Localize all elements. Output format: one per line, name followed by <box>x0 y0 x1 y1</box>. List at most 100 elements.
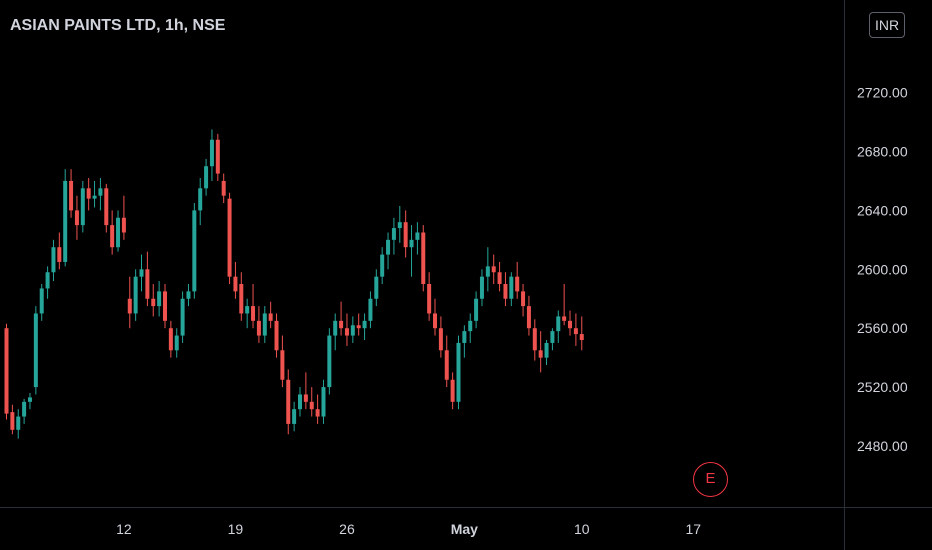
candle[interactable] <box>198 178 203 226</box>
candle[interactable] <box>298 387 302 417</box>
candle[interactable] <box>315 394 320 424</box>
candle[interactable] <box>69 169 74 218</box>
candle[interactable] <box>568 310 573 336</box>
candle[interactable] <box>139 254 144 292</box>
candle[interactable] <box>538 331 543 373</box>
candle[interactable] <box>521 284 526 317</box>
candle[interactable] <box>391 217 396 255</box>
candle[interactable] <box>39 284 44 321</box>
candle[interactable] <box>22 398 27 424</box>
candle[interactable] <box>27 392 32 410</box>
candle[interactable] <box>145 251 150 307</box>
candle[interactable] <box>274 313 279 358</box>
candle[interactable] <box>92 180 97 208</box>
candle[interactable] <box>110 210 115 255</box>
candle[interactable] <box>174 328 179 358</box>
candle[interactable] <box>321 379 326 424</box>
candle[interactable] <box>251 284 256 329</box>
currency-badge[interactable]: INR <box>869 12 905 38</box>
candle[interactable] <box>479 269 484 307</box>
candle[interactable] <box>444 335 449 388</box>
candle[interactable] <box>573 313 578 346</box>
candle[interactable] <box>550 328 555 351</box>
candle[interactable] <box>168 320 173 358</box>
candle[interactable] <box>421 225 426 292</box>
candle[interactable] <box>221 173 226 204</box>
candle[interactable] <box>180 291 185 343</box>
candle[interactable] <box>485 247 490 292</box>
candle[interactable] <box>544 339 549 366</box>
candle[interactable] <box>192 203 197 299</box>
candle[interactable] <box>374 269 379 307</box>
candle[interactable] <box>438 316 443 358</box>
candle[interactable] <box>562 284 567 326</box>
candle[interactable] <box>339 301 344 336</box>
candle[interactable] <box>256 306 261 343</box>
candle[interactable] <box>515 261 520 299</box>
candle[interactable] <box>280 335 285 388</box>
candle[interactable] <box>186 284 191 307</box>
candle[interactable] <box>268 301 273 329</box>
candle[interactable] <box>344 313 349 346</box>
candle[interactable] <box>433 298 438 336</box>
candle[interactable] <box>450 372 455 410</box>
candle[interactable] <box>245 298 250 329</box>
candle[interactable] <box>51 239 56 282</box>
candle[interactable] <box>368 291 373 329</box>
candle[interactable] <box>80 180 85 233</box>
candle[interactable] <box>380 247 385 285</box>
candle[interactable] <box>526 295 531 336</box>
candle[interactable] <box>233 261 238 299</box>
candle[interactable] <box>4 323 9 420</box>
candle[interactable] <box>397 205 402 243</box>
candle[interactable] <box>209 129 214 181</box>
candle[interactable] <box>204 158 209 196</box>
candle[interactable] <box>532 319 537 361</box>
candle[interactable] <box>579 316 584 351</box>
candle[interactable] <box>57 232 62 270</box>
candle[interactable] <box>403 210 408 258</box>
candle[interactable] <box>468 313 473 343</box>
candle[interactable] <box>409 225 414 277</box>
candle[interactable] <box>16 409 21 439</box>
candle[interactable] <box>157 281 162 317</box>
candle[interactable] <box>133 269 138 321</box>
candle[interactable] <box>362 313 367 340</box>
candle[interactable] <box>327 328 332 395</box>
candle[interactable] <box>74 195 79 240</box>
candle[interactable] <box>350 316 355 343</box>
candle[interactable] <box>491 254 496 285</box>
candle[interactable] <box>292 401 297 432</box>
candle[interactable] <box>104 183 109 233</box>
candle[interactable] <box>456 335 461 410</box>
candle[interactable] <box>503 272 508 307</box>
candle[interactable] <box>386 232 391 270</box>
candle[interactable] <box>162 284 167 329</box>
candle[interactable] <box>33 306 38 395</box>
candle[interactable] <box>333 313 338 351</box>
candle[interactable] <box>86 178 91 211</box>
candle[interactable] <box>262 306 267 343</box>
candle[interactable] <box>309 387 314 417</box>
candle[interactable] <box>127 276 132 329</box>
candle[interactable] <box>509 272 514 307</box>
candle[interactable] <box>286 369 291 435</box>
candle[interactable] <box>45 266 50 299</box>
candle[interactable] <box>356 313 361 336</box>
candle[interactable] <box>215 133 220 181</box>
candle[interactable] <box>239 272 244 321</box>
candle[interactable] <box>227 192 232 285</box>
candle[interactable] <box>427 272 432 321</box>
candle[interactable] <box>462 325 467 358</box>
candle[interactable] <box>303 372 308 410</box>
candle[interactable] <box>474 291 479 329</box>
candle[interactable] <box>415 222 420 255</box>
candle[interactable] <box>121 195 126 240</box>
candle[interactable] <box>10 404 15 435</box>
candle[interactable] <box>151 284 156 317</box>
candle[interactable] <box>556 310 561 343</box>
candle[interactable] <box>98 178 103 211</box>
earnings-event-icon[interactable]: E <box>693 462 728 497</box>
candle[interactable] <box>63 169 68 267</box>
